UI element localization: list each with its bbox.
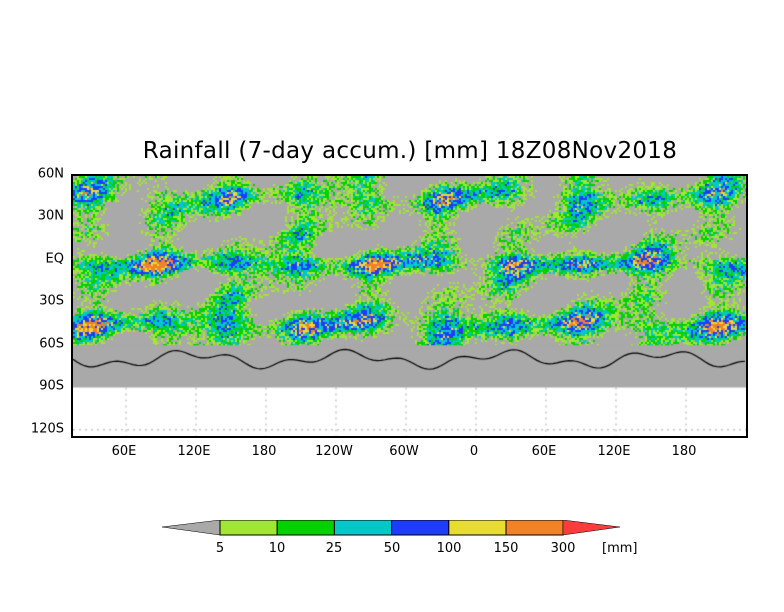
map-title: Rainfall (7-day accum.) [mm] 18Z08Nov201… (142, 138, 678, 164)
lon-label: 60W (389, 444, 419, 459)
colorbar-swatch (505, 520, 564, 536)
colorbar-level: 300 (550, 541, 576, 556)
colorbar-swatch (448, 520, 507, 536)
colorbar (161, 520, 621, 536)
colorbar-swatch (219, 520, 278, 536)
lon-label: 180 (671, 444, 697, 459)
colorbar-level: 100 (436, 541, 462, 556)
colorbar-level: 50 (383, 541, 401, 556)
colorbar-swatch (333, 520, 393, 536)
colorbar-swatch (391, 520, 450, 536)
lat-label: 30S (39, 293, 64, 309)
colorbar-over-triangle (562, 520, 621, 536)
colorbar-level: 10 (268, 541, 286, 556)
lat-label: 60S (39, 336, 64, 352)
lat-label: EQ (45, 251, 64, 267)
colorbar-level: 25 (325, 541, 343, 556)
rainfall-map (71, 174, 748, 438)
lat-label: 90S (39, 378, 64, 394)
lon-label: 60E (111, 444, 137, 459)
lon-label: 120W (315, 444, 353, 459)
lat-label: 60N (37, 166, 64, 182)
lon-label: 120E (177, 444, 211, 459)
lon-label: 180 (251, 444, 277, 459)
colorbar-level: 5 (215, 541, 225, 556)
lat-label: 120S (30, 421, 64, 437)
lon-label: 0 (469, 444, 479, 459)
colorbar-under-triangle (161, 520, 221, 536)
lat-label: 30N (37, 208, 64, 224)
colorbar-swatch (276, 520, 335, 536)
colorbar-level: 150 (493, 541, 519, 556)
lon-label: 120E (597, 444, 631, 459)
colorbar-unit: [mm] (602, 541, 638, 556)
rainfall-field (73, 176, 746, 436)
lon-label: 60E (531, 444, 557, 459)
